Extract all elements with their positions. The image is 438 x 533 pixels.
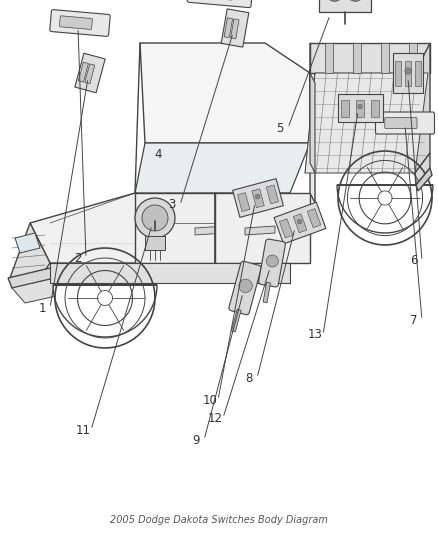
Bar (266, 185, 279, 204)
Bar (405, 61, 411, 86)
Polygon shape (140, 43, 310, 143)
Bar (221, 9, 249, 47)
Bar (319, 0, 371, 12)
Bar (293, 214, 307, 233)
Text: 7: 7 (410, 313, 418, 327)
FancyBboxPatch shape (60, 16, 92, 29)
FancyBboxPatch shape (50, 10, 110, 36)
Bar (371, 100, 379, 117)
Bar (85, 64, 95, 84)
Circle shape (135, 198, 175, 238)
Bar (356, 100, 364, 117)
Bar (341, 100, 349, 117)
Circle shape (358, 104, 362, 109)
Text: 2: 2 (74, 252, 82, 264)
Circle shape (405, 68, 411, 74)
Polygon shape (215, 193, 310, 263)
Polygon shape (15, 233, 40, 253)
FancyBboxPatch shape (375, 112, 434, 134)
Bar (263, 282, 271, 303)
Polygon shape (195, 226, 225, 235)
Bar (145, 236, 165, 250)
Circle shape (266, 255, 278, 267)
Polygon shape (12, 278, 70, 303)
Polygon shape (305, 73, 428, 173)
Polygon shape (409, 43, 417, 73)
Polygon shape (381, 43, 389, 73)
Bar (396, 61, 401, 86)
FancyBboxPatch shape (187, 0, 253, 7)
Polygon shape (310, 43, 315, 203)
Bar (224, 18, 233, 38)
Bar (338, 94, 382, 122)
Polygon shape (353, 43, 361, 73)
FancyBboxPatch shape (385, 117, 417, 128)
Polygon shape (415, 43, 430, 173)
Bar (279, 219, 293, 238)
Text: 5: 5 (276, 122, 284, 134)
Bar (252, 189, 264, 208)
Polygon shape (53, 285, 157, 337)
Bar (75, 53, 105, 93)
Polygon shape (245, 226, 275, 235)
Text: 8: 8 (245, 372, 253, 384)
Bar (415, 61, 420, 86)
Bar (393, 53, 423, 93)
Circle shape (347, 0, 364, 2)
Bar (78, 62, 88, 82)
Polygon shape (310, 73, 315, 173)
Polygon shape (337, 185, 433, 233)
FancyBboxPatch shape (229, 261, 261, 314)
Text: 10: 10 (202, 393, 217, 407)
Text: 2005 Dodge Dakota Switches Body Diagram: 2005 Dodge Dakota Switches Body Diagram (110, 515, 328, 525)
Circle shape (239, 279, 252, 293)
Polygon shape (30, 193, 270, 263)
Text: 4: 4 (154, 149, 162, 161)
Polygon shape (325, 43, 333, 73)
Text: 1: 1 (38, 302, 46, 314)
Polygon shape (10, 223, 50, 293)
Text: 13: 13 (307, 328, 322, 342)
Bar (233, 179, 283, 217)
Circle shape (297, 220, 302, 224)
Text: 12: 12 (208, 411, 223, 424)
Text: 6: 6 (410, 254, 418, 268)
Circle shape (142, 205, 168, 231)
Bar (231, 309, 241, 332)
Polygon shape (135, 193, 290, 263)
Bar (237, 193, 250, 212)
Text: 3: 3 (168, 198, 176, 212)
Bar (307, 208, 321, 228)
Polygon shape (310, 43, 430, 73)
Bar (274, 202, 326, 244)
Polygon shape (50, 263, 290, 283)
Bar (230, 19, 239, 39)
Circle shape (326, 0, 343, 2)
Text: 9: 9 (192, 433, 200, 447)
Circle shape (255, 195, 260, 199)
FancyBboxPatch shape (258, 239, 286, 287)
Text: 11: 11 (75, 424, 91, 437)
Polygon shape (8, 268, 55, 288)
Polygon shape (135, 143, 310, 193)
Polygon shape (416, 168, 432, 191)
Polygon shape (415, 153, 430, 185)
